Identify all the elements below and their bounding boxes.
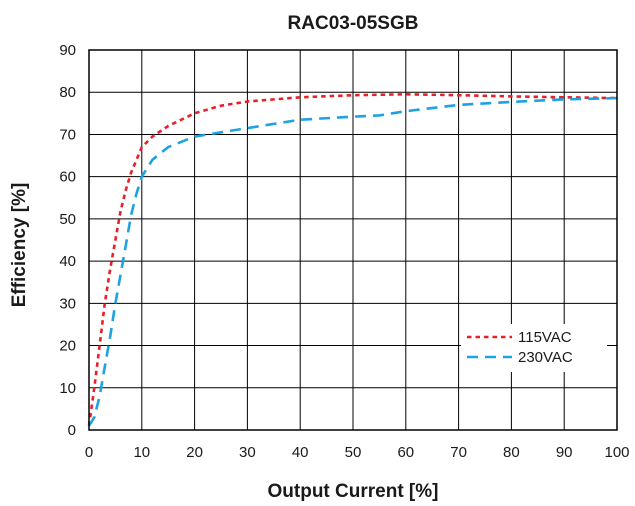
x-tick-label: 10 — [133, 444, 150, 461]
x-tick-label: 60 — [397, 444, 414, 461]
x-tick-label: 0 — [85, 444, 93, 461]
y-tick-label: 80 — [59, 84, 76, 101]
plot-frame — [88, 49, 618, 431]
y-tick-label: 30 — [59, 295, 76, 312]
x-tick-label: 80 — [503, 444, 520, 461]
x-tick-label: 30 — [239, 444, 256, 461]
y-tick-label: 0 — [68, 422, 76, 439]
x-tick-label: 40 — [292, 444, 309, 461]
y-tick-label: 10 — [59, 380, 76, 397]
grid — [88, 49, 618, 431]
legend-label: 115VAC — [518, 329, 572, 346]
x-tick-label: 90 — [556, 444, 573, 461]
y-tick-label: 40 — [59, 253, 76, 270]
y-tick-label: 20 — [59, 338, 76, 355]
x-tick-label: 20 — [186, 444, 203, 461]
series-line-230vac — [87, 96, 618, 427]
y-tick-label: 60 — [59, 169, 76, 186]
x-axis-label: Output Current [%] — [268, 481, 439, 502]
y-tick-labels: 0 10 20 30 40 50 60 70 80 90 — [59, 42, 76, 439]
legend-label: 230VAC — [518, 349, 573, 366]
legend: 115VAC 230VAC — [461, 324, 607, 372]
x-tick-label: 70 — [450, 444, 467, 461]
y-tick-label: 90 — [59, 42, 76, 59]
series-line-115vac — [87, 93, 618, 426]
y-axis-label: Efficiency [%] — [9, 183, 30, 308]
x-tick-labels: 0 10 20 30 40 50 60 70 80 90 100 — [85, 444, 630, 461]
x-tick-label: 50 — [345, 444, 362, 461]
y-tick-label: 70 — [59, 126, 76, 143]
legend-background — [461, 324, 607, 372]
y-tick-label: 50 — [59, 211, 76, 228]
chart-title: RAC03-05SGB — [288, 13, 419, 34]
series-lines — [87, 93, 618, 427]
x-tick-label: 100 — [604, 444, 629, 461]
